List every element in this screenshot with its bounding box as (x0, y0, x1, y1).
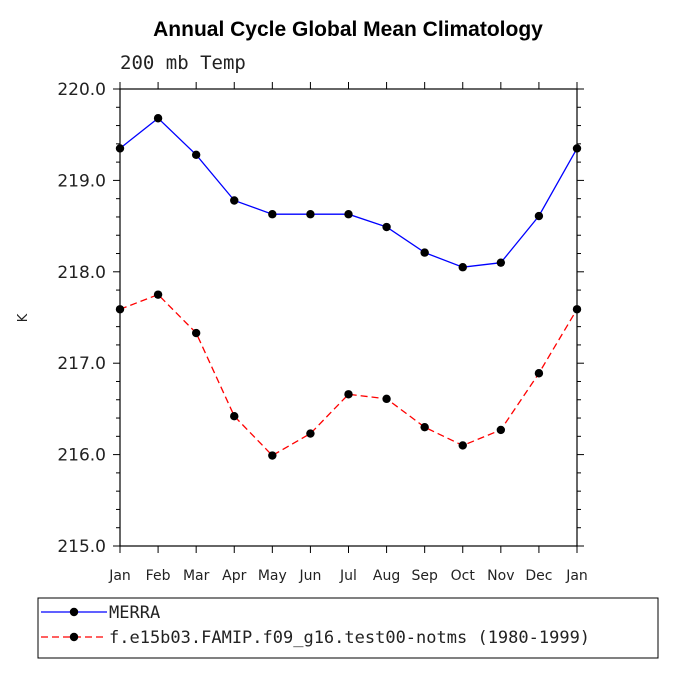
data-point-2 (191, 328, 201, 338)
legend-box (37, 597, 659, 659)
y-tick-label: 216.0 (57, 446, 106, 466)
legend-marker-1 (69, 607, 79, 617)
chart-title: Annual Cycle Global Mean Climatology (153, 18, 543, 41)
y-tick-label: 220.0 (57, 80, 106, 100)
legend-label-1: MERRA (109, 603, 160, 623)
x-tick-label: Aug (373, 568, 400, 584)
data-point-2 (496, 425, 506, 435)
data-point-1 (382, 222, 391, 232)
series-line-2 (119, 293, 578, 457)
x-tick-label: Jul (339, 568, 357, 584)
data-point-2 (306, 429, 315, 438)
x-tick-label: Jun (298, 568, 321, 584)
data-point-1 (534, 211, 544, 221)
data-point-1 (230, 196, 239, 205)
data-point-2 (153, 290, 163, 299)
y-axis-label: K (16, 313, 31, 322)
data-point-2 (458, 441, 467, 450)
x-tick-label: Apr (222, 568, 246, 584)
data-point-2 (420, 422, 429, 432)
y-tick-label: 217.0 (57, 354, 106, 374)
data-point-1 (458, 263, 467, 272)
x-tick-label: Feb (146, 568, 171, 584)
data-point-2 (268, 451, 277, 460)
chart-subtitle: 200 mb Temp (120, 52, 246, 74)
series-group (115, 114, 582, 460)
data-point-1 (115, 144, 125, 153)
x-tick-label: Sep (411, 568, 438, 584)
data-point-2 (344, 390, 353, 399)
x-tick-label: Dec (525, 568, 552, 584)
data-point-2 (572, 305, 582, 314)
data-point-2 (382, 394, 391, 404)
legend-marker-2 (69, 632, 79, 642)
legend-label-2: f.e15b03.FAMIP.f09_g16.test00-notms (198… (109, 628, 590, 648)
legend: MERRA f.e15b03.FAMIP.f09_g16.test00-notms… (37, 597, 659, 659)
x-tick-label: Oct (451, 568, 476, 584)
x-tick-label: Jan (565, 568, 588, 584)
data-point-1 (268, 210, 277, 219)
data-point-2 (534, 369, 544, 378)
data-point-1 (420, 248, 429, 257)
data-point-2 (115, 305, 125, 314)
y-tick-label: 215.0 (57, 537, 106, 557)
y-tick-label: 219.0 (57, 171, 106, 191)
data-point-1 (344, 210, 353, 219)
x-tick-label: Jan (108, 568, 131, 584)
x-tick-label: Mar (183, 568, 210, 584)
data-point-1 (191, 150, 201, 160)
y-tick-label: 218.0 (57, 263, 106, 283)
data-point-1 (572, 144, 582, 153)
x-tick-label: Nov (487, 568, 514, 584)
series-line-1 (119, 117, 578, 268)
plot-frame (119, 88, 578, 547)
data-point-2 (230, 412, 239, 421)
data-point-1 (306, 210, 315, 219)
x-tick-label: May (258, 568, 287, 584)
axis-ticks: 215.0 216.0 217.0 218.0 219.0 220.0 Jan Feb Mar A… (57, 80, 587, 584)
data-point-1 (153, 114, 163, 123)
data-point-1 (496, 258, 506, 267)
